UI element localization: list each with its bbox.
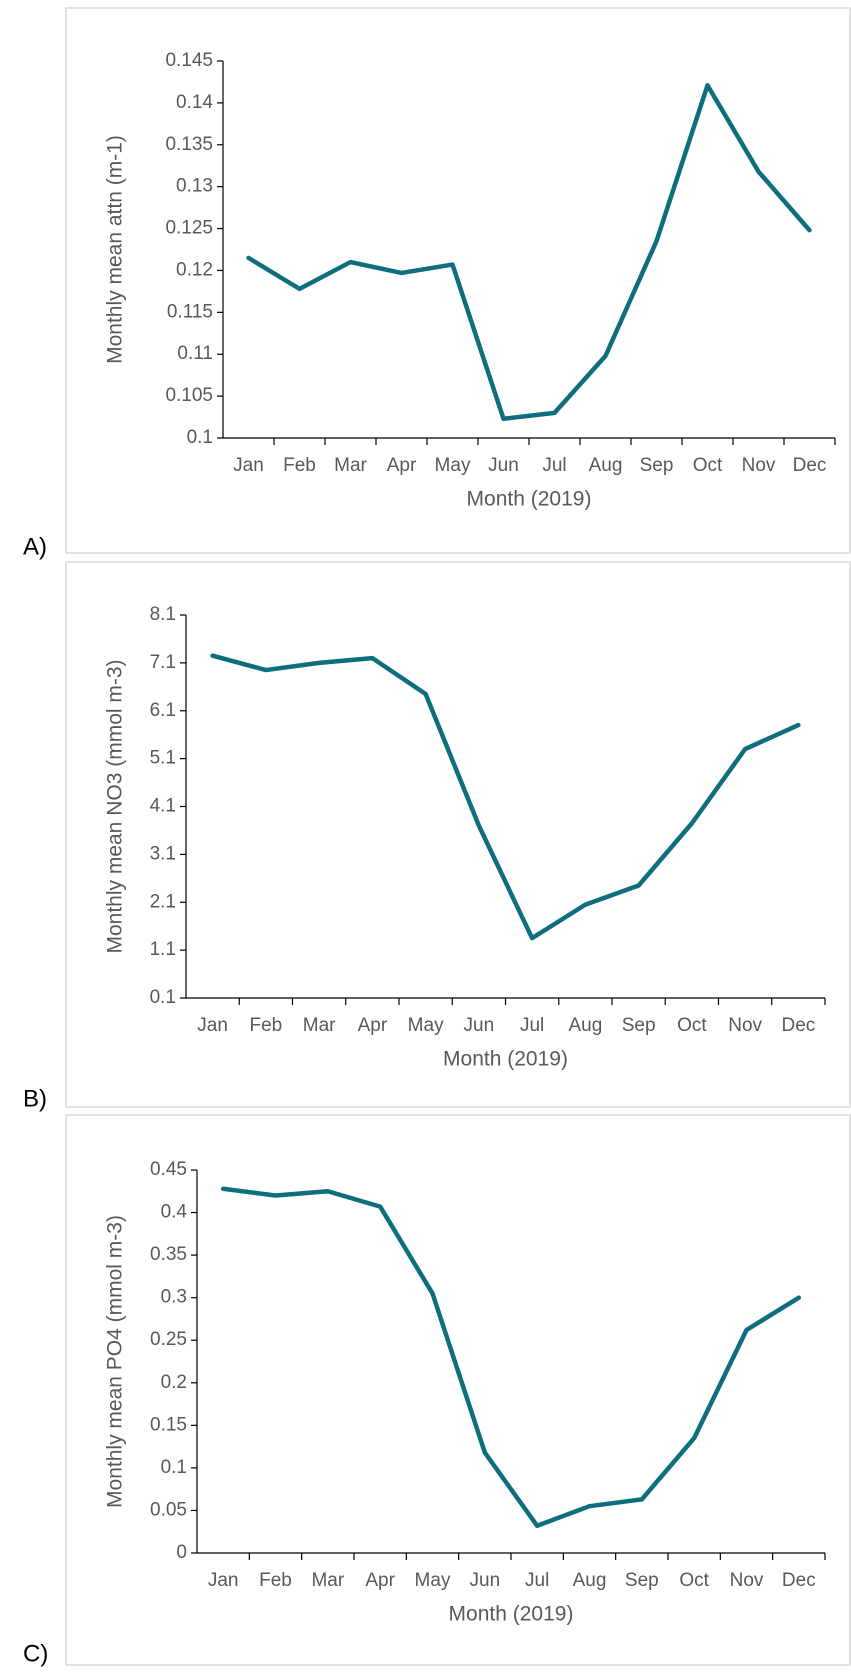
panel-label: C) [23, 1640, 48, 1667]
x-tick-label: Dec [793, 455, 827, 476]
x-axis-label: Month (2019) [443, 1048, 568, 1071]
y-tick-label: 0.1 [161, 1457, 187, 1478]
x-axis-label: Month (2019) [467, 488, 592, 511]
y-tick-label: 2.1 [150, 891, 176, 912]
x-tick-label: Dec [782, 1570, 816, 1591]
y-tick-label: 8.1 [150, 604, 176, 625]
x-tick-label: May [435, 455, 471, 476]
y-tick-label: 0.115 [167, 301, 213, 322]
y-tick-label: 0.13 [176, 176, 213, 197]
x-tick-label: Jan [197, 1015, 228, 1036]
x-tick-label: Mar [334, 455, 367, 476]
x-tick-label: Jun [464, 1015, 495, 1036]
y-tick-label: 0.125 [165, 218, 213, 239]
x-tick-label: Feb [250, 1015, 283, 1036]
y-tick-label: 0.35 [150, 1244, 187, 1265]
x-tick-label: Mar [311, 1570, 344, 1591]
data-line [220, 1186, 802, 1529]
x-tick-label: Aug [589, 455, 623, 476]
x-tick-label: Aug [573, 1570, 607, 1591]
x-tick-label: Oct [677, 1015, 707, 1036]
y-tick-label: 0.3 [161, 1287, 187, 1308]
y-tick-label: 5.1 [150, 748, 176, 769]
y-tick-label: 0.4 [161, 1202, 188, 1223]
x-tick-label: Oct [679, 1570, 709, 1591]
y-tick-label: 0.105 [165, 385, 213, 406]
y-tick-label: 0.25 [150, 1329, 187, 1350]
x-tick-label: Dec [781, 1015, 815, 1036]
x-tick-label: Apr [365, 1570, 395, 1591]
x-tick-label: Jul [520, 1015, 544, 1036]
y-tick-label: 0.12 [176, 259, 213, 280]
x-tick-label: Jun [488, 455, 519, 476]
x-tick-label: Sep [640, 455, 674, 476]
y-tick-label: 0 [176, 1542, 187, 1563]
data-line [210, 653, 801, 941]
y-tick-label: 1.1 [150, 939, 176, 960]
x-tick-label: Jan [208, 1570, 239, 1591]
x-tick-label: Sep [625, 1570, 659, 1591]
x-tick-label: Jul [525, 1570, 549, 1591]
x-tick-label: Nov [730, 1570, 764, 1591]
y-axis-label: Monthly mean NO3 (mmol m-3) [104, 659, 127, 953]
y-axis-label: Monthly mean attn (m-1) [104, 135, 127, 364]
x-tick-label: May [415, 1570, 451, 1591]
y-tick-label: 6.1 [150, 700, 176, 721]
x-tick-label: Jan [233, 455, 264, 476]
x-tick-label: Jul [542, 455, 566, 476]
x-tick-label: Apr [358, 1015, 388, 1036]
x-tick-label: Feb [259, 1570, 292, 1591]
y-tick-label: 4.1 [150, 796, 176, 817]
x-axis-label: Month (2019) [449, 1603, 574, 1626]
x-tick-label: Feb [283, 455, 316, 476]
x-tick-label: Sep [622, 1015, 656, 1036]
x-tick-label: Apr [387, 455, 417, 476]
y-tick-label: 0.05 [150, 1499, 187, 1520]
y-tick-label: 0.45 [150, 1159, 187, 1180]
y-tick-label: 0.11 [177, 343, 213, 364]
data-line [246, 83, 812, 421]
y-tick-label: 3.1 [150, 843, 176, 864]
x-tick-label: May [408, 1015, 444, 1036]
y-tick-label: 0.2 [161, 1372, 187, 1393]
y-tick-label: 0.135 [165, 134, 213, 155]
x-tick-label: Jun [470, 1570, 501, 1591]
x-tick-label: Oct [693, 455, 723, 476]
panel-label: A) [23, 533, 47, 560]
x-tick-label: Nov [742, 455, 776, 476]
y-tick-label: 0.1 [150, 987, 176, 1008]
y-tick-label: 0.145 [165, 50, 213, 71]
y-tick-label: 0.15 [150, 1414, 187, 1435]
y-axis-label: Monthly mean PO4 (mmol m-3) [104, 1215, 127, 1508]
x-tick-label: Mar [303, 1015, 336, 1036]
panel-label: B) [23, 1085, 47, 1112]
x-tick-label: Aug [568, 1015, 602, 1036]
y-tick-label: 0.1 [187, 427, 213, 448]
x-tick-label: Nov [728, 1015, 762, 1036]
panel [65, 561, 851, 1108]
y-tick-label: 7.1 [150, 652, 176, 673]
y-tick-label: 0.14 [176, 92, 213, 113]
